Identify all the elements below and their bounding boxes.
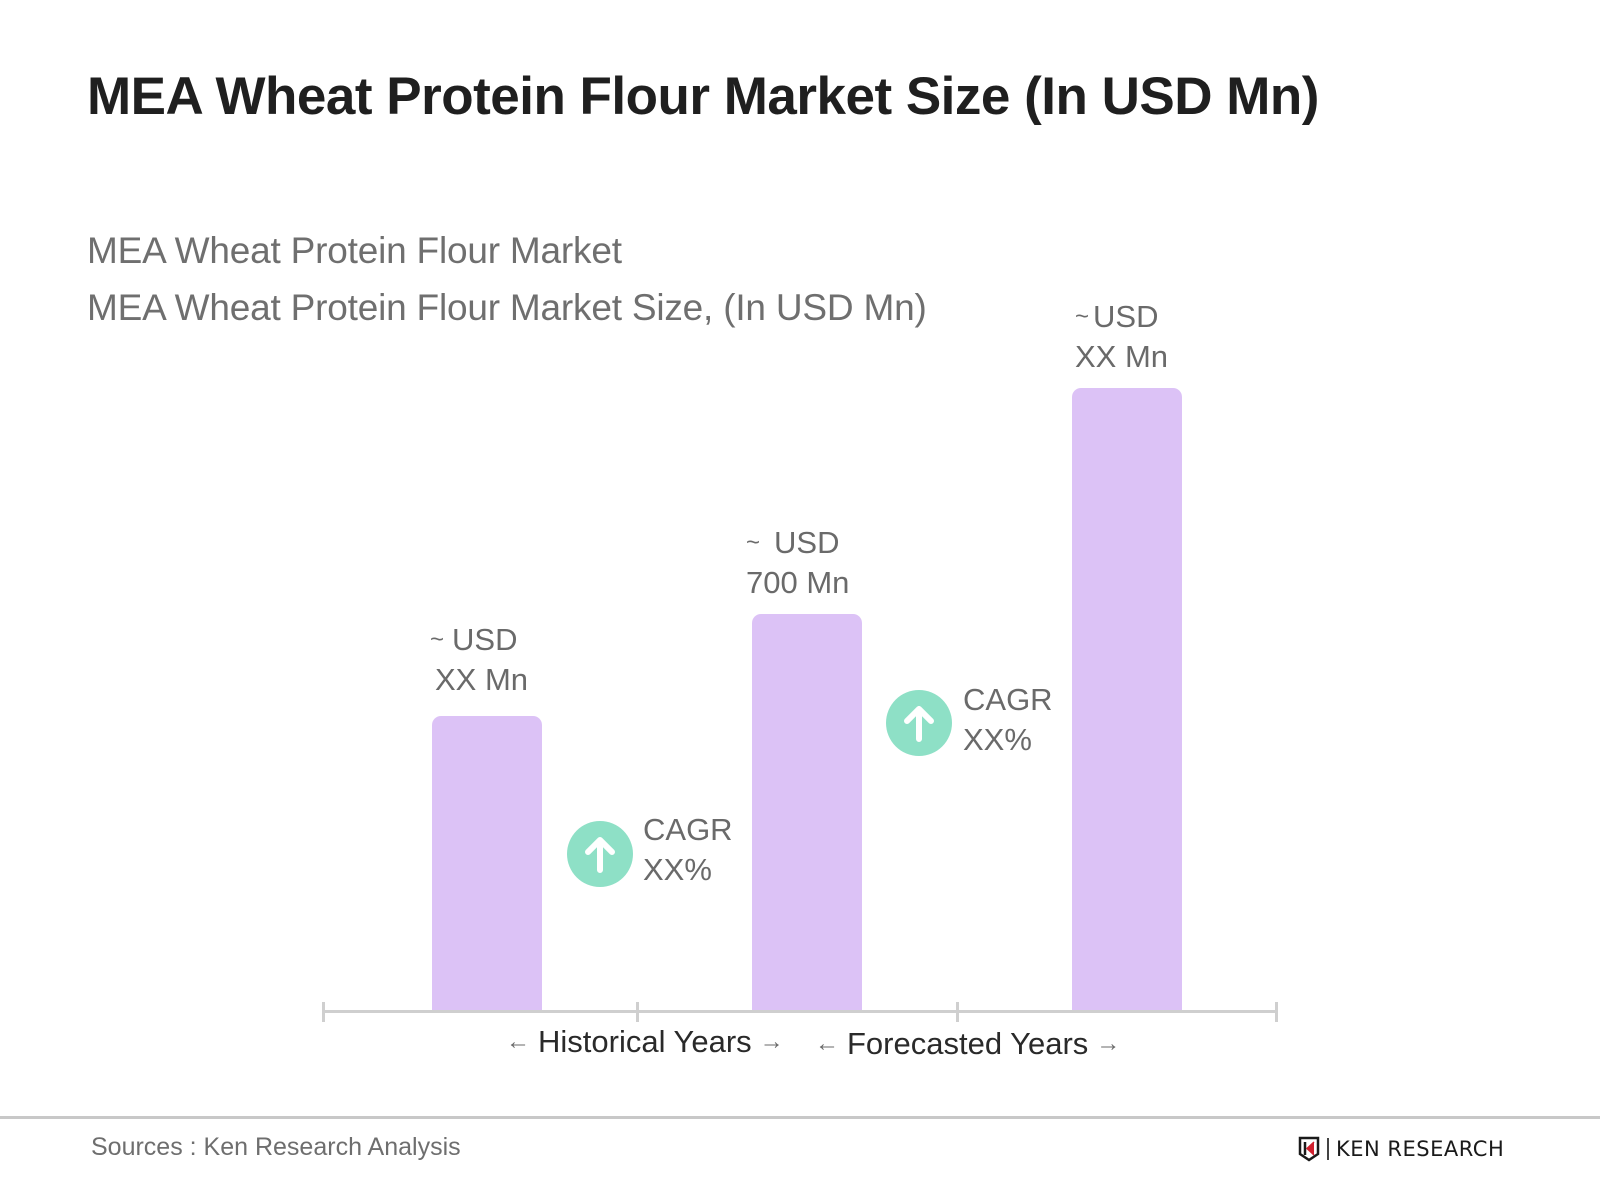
axis-tick [1275,1002,1278,1022]
bar-forecast [1072,388,1182,1010]
period-label-forecasted: ← Forecasted Years → [815,1026,1120,1062]
arrow-up-icon [904,706,934,742]
bar-base-year [752,614,862,1010]
bar-historical [432,716,542,1010]
bar-value-label-1: ~ USD XX Mn [430,620,528,700]
axis-tick [636,1002,639,1022]
historical-years-label: Historical Years [538,1024,752,1059]
ken-research-logo: KEN RESEARCH [1298,1136,1504,1162]
arrow-right-icon: → [759,1028,784,1055]
logo-divider [1327,1138,1329,1160]
footer-divider [0,1116,1600,1119]
cagr-text-forecast: CAGR XX% [963,680,1053,760]
arrow-left-icon: ← [815,1030,839,1057]
bar-value-text: 700 Mn [746,565,850,600]
approx-symbol: ~ [746,529,761,556]
logo-text: KEN RESEARCH [1336,1137,1505,1161]
cagr-value: XX% [643,852,712,887]
approx-symbol: ~ [1075,303,1090,330]
approx-symbol: ~ [430,626,445,653]
bar-currency-label: USD [452,622,518,657]
arrow-right-icon: → [1096,1030,1121,1057]
period-label-historical: ← Historical Years → [506,1024,784,1060]
cagr-badge-historical [567,821,633,887]
cagr-value: XX% [963,722,1032,757]
cagr-label: CAGR [963,682,1053,717]
bar-value-label-2: ~ USD 700 Mn [746,523,849,603]
bar-value-text: XX Mn [1075,339,1169,374]
chart-subtitle-size: MEA Wheat Protein Flour Market Size, (In… [87,287,927,328]
arrow-left-icon: ← [506,1028,530,1055]
page-title: MEA Wheat Protein Flour Market Size (In … [87,67,1319,126]
forecasted-years-label: Forecasted Years [847,1026,1089,1061]
source-note: Sources : Ken Research Analysis [91,1133,461,1161]
x-axis-line [322,1010,1278,1013]
arrow-up-icon [585,837,615,873]
cagr-badge-forecast [886,690,952,756]
bar-value-label-3: ~ USD XX Mn [1075,297,1168,377]
ken-research-logo-icon [1298,1136,1320,1162]
axis-tick [322,1002,325,1022]
bar-value-text: XX Mn [435,662,529,697]
bar-currency-label: USD [774,525,840,560]
bar-currency-label: USD [1093,299,1159,334]
cagr-text-historical: CAGR XX% [643,810,733,890]
chart-subtitle-market: MEA Wheat Protein Flour Market [87,230,622,271]
axis-tick [956,1002,959,1022]
cagr-label: CAGR [643,812,733,847]
